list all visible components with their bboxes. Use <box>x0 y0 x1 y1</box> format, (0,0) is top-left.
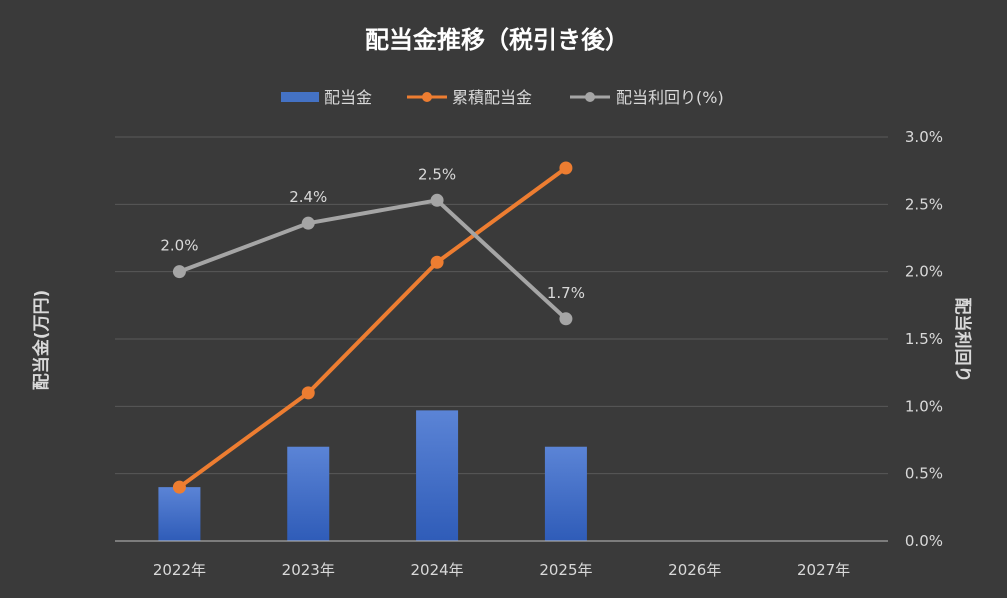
y-axis-label: 配当金(万円) <box>31 290 52 391</box>
data-label: 2.0% <box>160 237 198 255</box>
y2-tick-label: 0.5% <box>905 465 943 483</box>
x-tick-label: 2025年 <box>539 561 592 579</box>
data-point <box>430 193 444 207</box>
bars-dividend <box>158 410 587 541</box>
y2-tick-label: 2.5% <box>905 195 943 213</box>
y2-tick-label: 3.0% <box>905 128 943 146</box>
series-line <box>178 166 568 489</box>
bar <box>416 410 459 541</box>
data-point <box>430 255 444 269</box>
y2-tick-label: 0.0% <box>905 532 943 550</box>
legend-label-cumulative: 累積配当金 <box>452 88 532 107</box>
legend-label-yield: 配当利回り(%) <box>616 88 724 107</box>
data-label: 2.5% <box>418 165 456 183</box>
x-tick-label: 2023年 <box>282 561 335 579</box>
x-axis-ticks: 2022年 2023年 2024年 2025年 2026年 2027年 <box>153 561 850 579</box>
y2-tick-label: 1.5% <box>905 330 943 348</box>
legend-marker-yield <box>585 92 595 102</box>
y2-axis-label: 配当利回り <box>952 298 973 383</box>
x-tick-label: 2026年 <box>668 561 721 579</box>
data-point <box>172 265 186 279</box>
series-lines: 2.0% 2.4% 2.5% 1.7% <box>160 161 585 494</box>
series-line <box>178 198 568 321</box>
x-tick-label: 2027年 <box>797 561 850 579</box>
bar <box>158 487 201 541</box>
data-point <box>301 386 315 400</box>
chart-title: 配当金推移（税引き後） <box>365 26 629 54</box>
data-point <box>301 216 315 230</box>
legend-label-dividend: 配当金 <box>324 88 372 107</box>
x-tick-label: 2024年 <box>410 561 463 579</box>
y2-tick-label: 1.0% <box>905 397 943 415</box>
data-label: 1.7% <box>547 284 585 302</box>
data-point <box>172 480 186 494</box>
gridlines <box>115 136 888 475</box>
y2-tick-label: 2.0% <box>905 263 943 281</box>
data-point <box>559 161 573 175</box>
legend: 配当金 累積配当金 配当利回り(%) <box>281 88 724 107</box>
x-tick-label: 2022年 <box>153 561 206 579</box>
legend-swatch-dividend <box>281 92 319 102</box>
legend-item-dividend: 配当金 <box>281 88 372 107</box>
data-point <box>559 312 573 326</box>
bar <box>287 446 330 541</box>
data-label: 2.4% <box>289 188 327 206</box>
legend-item-cumulative: 累積配当金 <box>407 88 532 107</box>
bar <box>544 446 587 541</box>
legend-marker-cumulative <box>422 92 432 102</box>
right-axis-ticks: 0.0% 0.5% 1.0% 1.5% 2.0% 2.5% 3.0% <box>905 128 943 550</box>
legend-item-yield: 配当利回り(%) <box>570 88 724 107</box>
